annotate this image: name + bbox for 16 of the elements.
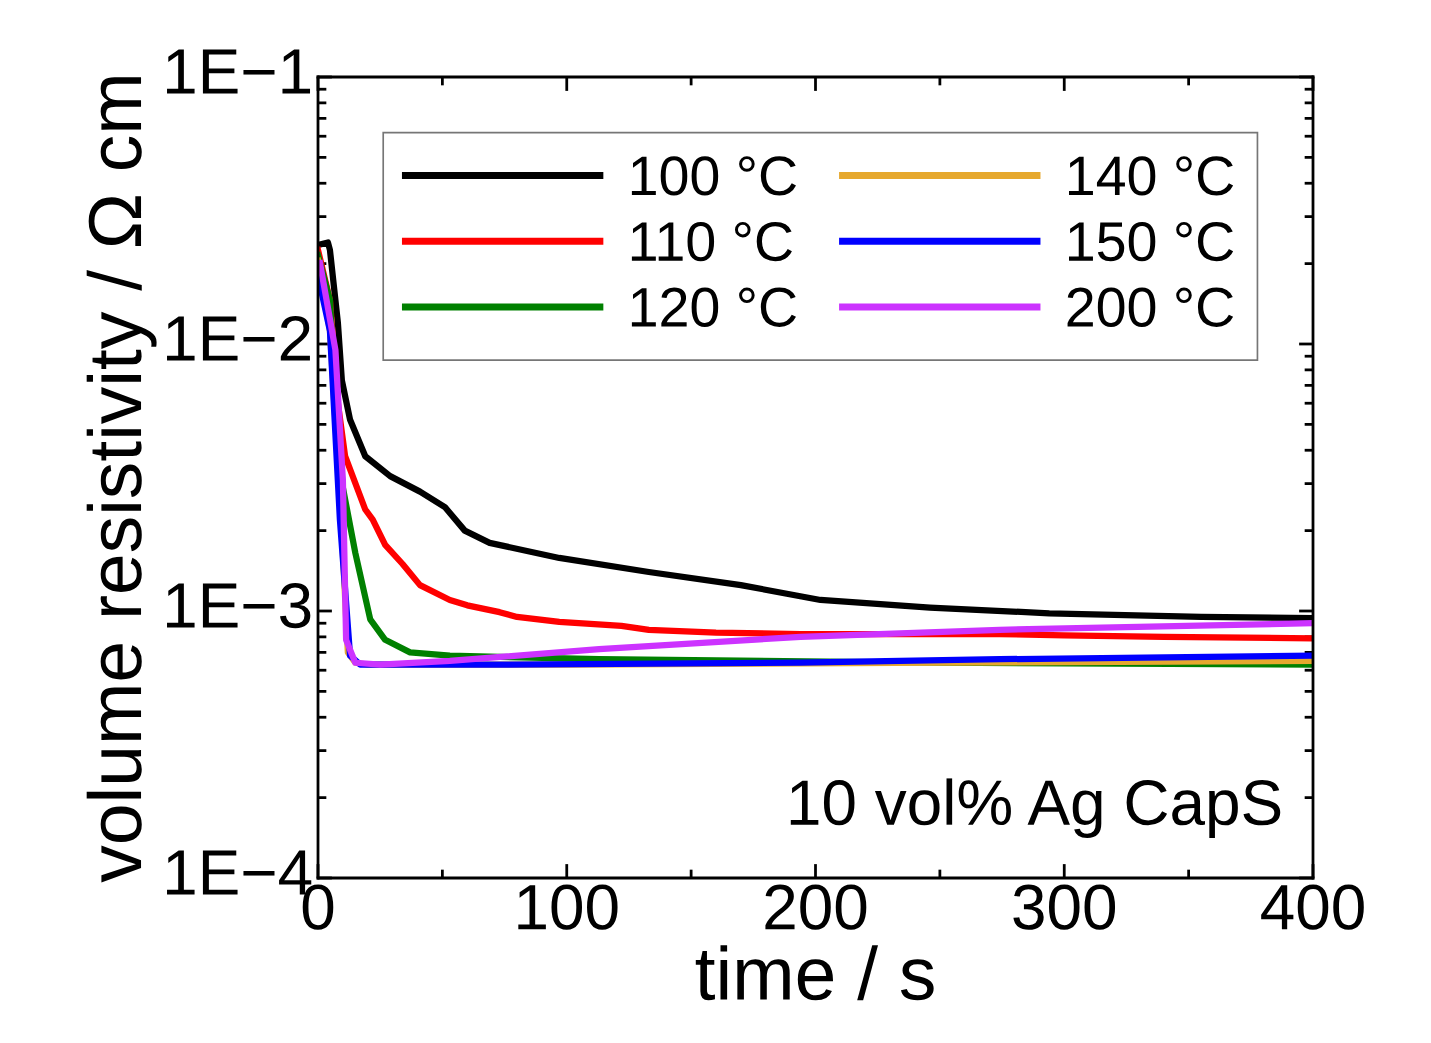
- legend-label: 110 °C: [631, 221, 792, 262]
- y-tick-label: 1E−3: [167, 582, 311, 629]
- legend-label: 200 °C: [1067, 287, 1234, 327]
- legend-label: 120 °C: [631, 287, 796, 327]
- legend-label: 140 °C: [1069, 156, 1234, 196]
- annotation: 10 vol% Ag CapS: [790, 778, 1281, 838]
- x-tick-label: 300: [1013, 884, 1116, 930]
- y-tick-label: 1E−2: [167, 315, 310, 361]
- y-tick-label: 1E−1: [167, 49, 311, 94]
- legend-label: 100 °C: [631, 156, 796, 196]
- x-tick-label: 100: [518, 884, 618, 930]
- y-axis-title: volume resistivity / Ω cm: [86, 77, 157, 883]
- legend-label: 150 °C: [1069, 221, 1234, 262]
- x-axis-title: time / s: [695, 945, 934, 1001]
- x-tick-label: 200: [765, 884, 867, 930]
- x-tick-label: 400: [1261, 884, 1364, 930]
